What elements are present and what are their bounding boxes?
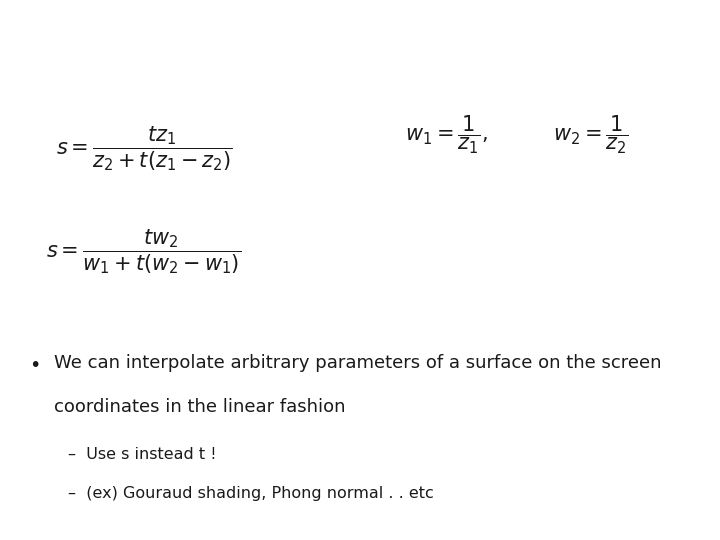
Text: Perspective Correction: Perspective Correction xyxy=(127,21,593,54)
Text: $w_1 = \dfrac{1}{z_1},$: $w_1 = \dfrac{1}{z_1},$ xyxy=(405,114,487,156)
Text: $s = \dfrac{tw_2}{w_1 + t(w_2 - w_1)}$: $s = \dfrac{tw_2}{w_1 + t(w_2 - w_1)}$ xyxy=(46,227,242,276)
Text: •: • xyxy=(29,356,40,375)
Text: –  (ex) Gouraud shading, Phong normal . . etc: – (ex) Gouraud shading, Phong normal . .… xyxy=(68,487,434,502)
Text: We can interpolate arbitrary parameters of a surface on the screen: We can interpolate arbitrary parameters … xyxy=(54,354,662,372)
Text: –  Use s instead t !: – Use s instead t ! xyxy=(68,447,217,462)
Text: $s = \dfrac{tz_1}{z_2 + t(z_1 - z_2)}$: $s = \dfrac{tz_1}{z_2 + t(z_1 - z_2)}$ xyxy=(55,125,233,173)
Text: $w_2 = \dfrac{1}{z_2}$: $w_2 = \dfrac{1}{z_2}$ xyxy=(553,114,628,156)
Text: coordinates in the linear fashion: coordinates in the linear fashion xyxy=(54,398,346,416)
